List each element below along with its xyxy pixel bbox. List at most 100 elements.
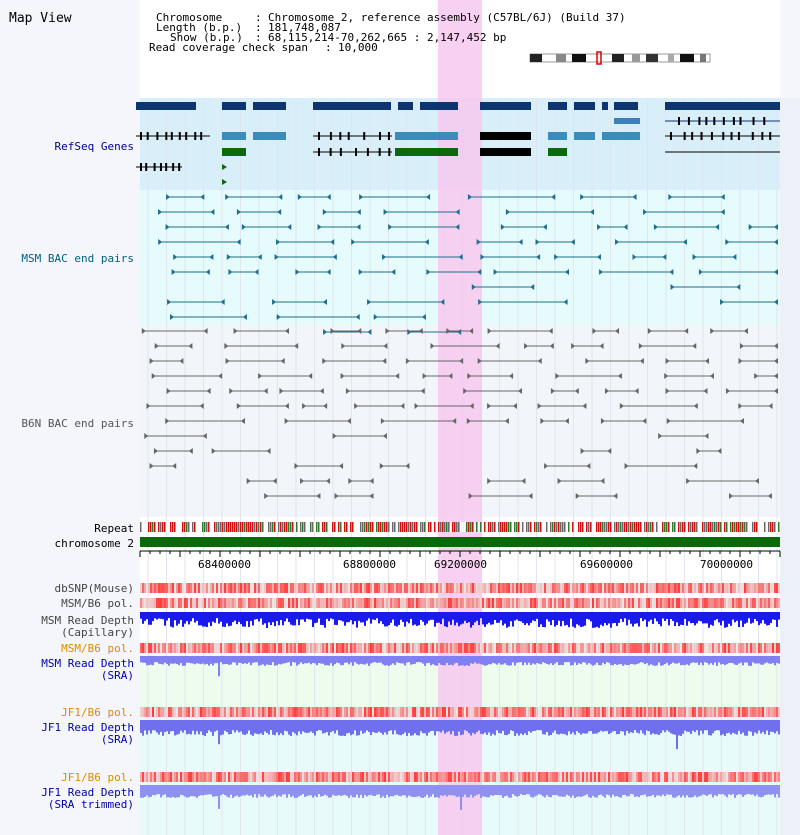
read-depth-bar (224, 612, 226, 627)
polymorphism-mark (316, 772, 318, 782)
read-depth-bar (368, 720, 370, 732)
polymorphism-mark (434, 707, 436, 717)
polymorphism-mark (712, 598, 714, 608)
read-depth-bar (704, 656, 706, 663)
repeat-mark (572, 522, 574, 532)
read-depth-bar (676, 720, 678, 750)
read-depth-bar (540, 720, 542, 731)
polymorphism-mark (264, 707, 266, 717)
polymorphism-mark (504, 707, 506, 717)
polymorphism-mark (548, 598, 550, 608)
read-depth-bar (608, 656, 610, 663)
bac-end (242, 314, 247, 320)
repeat-mark (342, 522, 344, 532)
read-depth-bar (416, 785, 418, 797)
read-depth-bar (444, 785, 446, 795)
bac-end (476, 239, 481, 245)
polymorphism-mark (720, 583, 722, 593)
repeat-mark (580, 522, 582, 532)
polymorphism-mark (568, 583, 570, 593)
polymorphism-mark (592, 643, 594, 653)
read-depth-bar (200, 656, 202, 665)
polymorphism-mark (742, 583, 744, 593)
read-depth-bar (236, 785, 238, 796)
polymorphism-mark (560, 707, 562, 717)
polymorphism-mark (384, 583, 386, 593)
read-depth-bar (364, 785, 366, 796)
read-depth-bar (314, 785, 316, 796)
polymorphism-mark (528, 598, 530, 608)
polymorphism-mark (676, 643, 678, 653)
polymorphism-mark (442, 598, 444, 608)
read-depth-bar (616, 656, 618, 665)
read-depth-bar (312, 612, 314, 627)
bac-end (326, 269, 331, 275)
polymorphism-mark (554, 643, 556, 653)
polymorphism-mark (412, 598, 414, 608)
bac-end (463, 388, 468, 394)
polymorphism-mark (686, 643, 688, 653)
polymorphism-mark (394, 598, 396, 608)
polymorphism-mark (416, 707, 418, 717)
repeat-mark (338, 522, 340, 532)
polymorphism-mark (382, 772, 384, 782)
repeat-mark (382, 522, 384, 532)
repeat-mark (724, 522, 726, 532)
polymorphism-mark (720, 772, 722, 782)
polymorphism-mark (506, 643, 508, 653)
polymorphism-mark (354, 598, 356, 608)
polymorphism-mark (512, 583, 514, 593)
read-depth-bar (636, 656, 638, 665)
polymorphism-mark (546, 707, 548, 717)
polymorphism-mark (352, 707, 354, 717)
polymorphism-mark (586, 707, 588, 717)
read-depth-bar (724, 612, 726, 628)
polymorphism-mark (574, 598, 576, 608)
bac-end (703, 388, 708, 394)
polymorphism-mark (516, 643, 518, 653)
polymorphism-mark (266, 772, 268, 782)
polymorphism-mark (720, 643, 722, 653)
polymorphism-mark (630, 707, 632, 717)
bac-end (302, 403, 307, 409)
read-depth-bar (246, 785, 248, 795)
polymorphism-mark (512, 598, 514, 608)
read-depth-bar (648, 785, 650, 797)
read-depth-bar (484, 785, 486, 797)
read-depth-bar (364, 656, 366, 665)
read-depth-bar (608, 720, 610, 735)
polymorphism-mark (510, 583, 512, 593)
read-depth-bar (588, 785, 590, 798)
bac-end (542, 224, 547, 230)
polymorphism-mark (664, 707, 666, 717)
bac-end (715, 224, 720, 230)
polymorphism-mark (168, 772, 170, 782)
read-depth-bar (510, 612, 512, 622)
bac-end (236, 403, 241, 409)
polymorphism-mark (590, 583, 592, 593)
read-depth-bar (592, 656, 594, 666)
polymorphism-mark (724, 707, 726, 717)
polymorphism-mark (526, 643, 528, 653)
read-depth-bar (240, 720, 242, 732)
polymorphism-mark (312, 707, 314, 717)
polymorphism-mark (398, 598, 400, 608)
read-depth-bar (502, 785, 504, 798)
polymorphism-mark (630, 598, 632, 608)
read-depth-bar (576, 785, 578, 797)
repeat-mark (328, 522, 330, 532)
polymorphism-mark (364, 772, 366, 782)
polymorphism-mark (320, 598, 322, 608)
polymorphism-mark (272, 583, 274, 593)
bac-end (615, 328, 620, 334)
repeat-mark (256, 522, 258, 532)
polymorphism-mark (510, 598, 512, 608)
bac-end (422, 373, 427, 379)
polymorphism-mark (530, 598, 532, 608)
msm-b6-pol-sra-label: MSM/B6 pol. (61, 642, 134, 655)
read-depth-bar (266, 785, 268, 797)
polymorphism-mark (616, 643, 618, 653)
read-depth-bar (480, 720, 482, 734)
polymorphism-mark (480, 598, 482, 608)
